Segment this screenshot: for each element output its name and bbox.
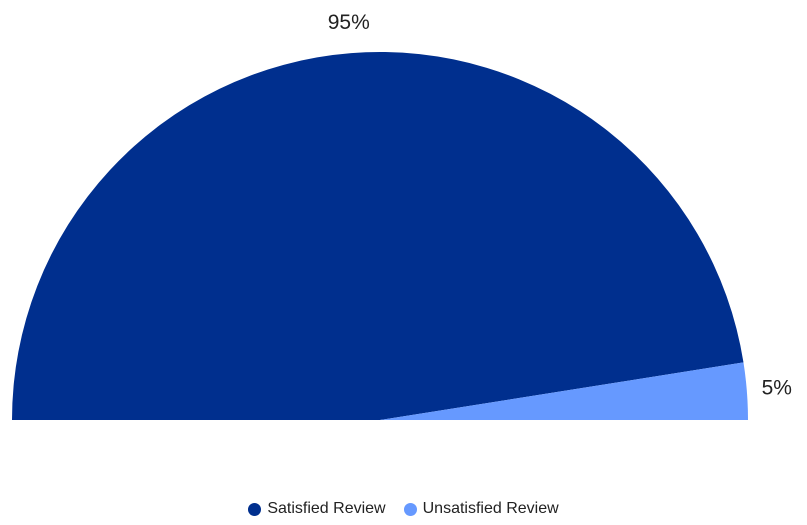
legend-label: Unsatisfied Review xyxy=(422,500,559,517)
pie-slice xyxy=(380,362,748,420)
legend-item: Satisfied Review xyxy=(248,500,386,518)
data-label: 95% xyxy=(328,11,370,34)
legend-marker xyxy=(248,502,262,516)
legend-marker xyxy=(403,502,417,516)
chart: 95% 5% xyxy=(12,11,792,420)
legend: Satisfied Review Unsatisfied Review xyxy=(0,500,807,518)
legend-item: Unsatisfied Review xyxy=(403,500,559,518)
legend-label: Satisfied Review xyxy=(267,500,386,517)
data-label: 5% xyxy=(762,376,792,399)
pie-slice xyxy=(12,52,744,420)
